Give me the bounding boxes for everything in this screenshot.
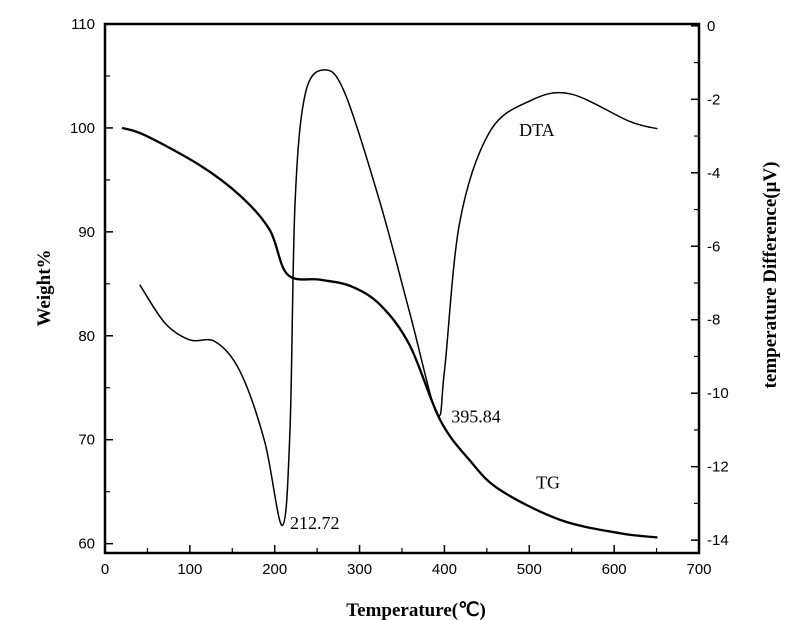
x-tick-label: 700 <box>686 561 711 578</box>
annotation-label: DTA <box>519 120 555 140</box>
y2-tick-label: -6 <box>707 238 720 255</box>
x-tick-label: 500 <box>517 561 542 578</box>
x-axis-label: Temperature(℃) <box>346 600 486 620</box>
series-tg-line <box>121 126 658 539</box>
annotation-label: TG <box>536 473 560 493</box>
y-axis-label: Weight% <box>34 249 55 326</box>
y2-tick-label: 0 <box>707 18 715 35</box>
x-tick-label: 600 <box>602 561 627 578</box>
y-tick-label: 80 <box>78 328 95 345</box>
x-tick-label: 300 <box>347 561 372 578</box>
y2-tick-label: -8 <box>707 312 720 329</box>
y2-tick-label: -4 <box>707 165 720 182</box>
plot-frame <box>103 22 701 555</box>
y-tick-label: 70 <box>78 432 95 449</box>
y2-tick-label: -14 <box>707 532 729 549</box>
annotation-label: 212.72 <box>290 513 340 533</box>
annotation-label: 395.84 <box>451 407 501 427</box>
y-tick-label: 90 <box>78 224 95 241</box>
y2-tick-label: -12 <box>707 459 729 476</box>
x-tick-label: 0 <box>101 561 109 578</box>
y2-tick-label: -2 <box>707 91 720 108</box>
y-tick-label: 110 <box>71 16 95 33</box>
y2-tick-label: -10 <box>707 385 729 402</box>
x-tick-label: 100 <box>177 561 202 578</box>
x-tick-label: 400 <box>432 561 457 578</box>
y-tick-label: 60 <box>78 536 95 553</box>
x-tick-label: 200 <box>262 561 287 578</box>
series-dta-line <box>139 69 658 527</box>
y-tick-label: 100 <box>70 120 95 137</box>
y2-axis-label: temperature Difference(μV) <box>760 162 781 389</box>
